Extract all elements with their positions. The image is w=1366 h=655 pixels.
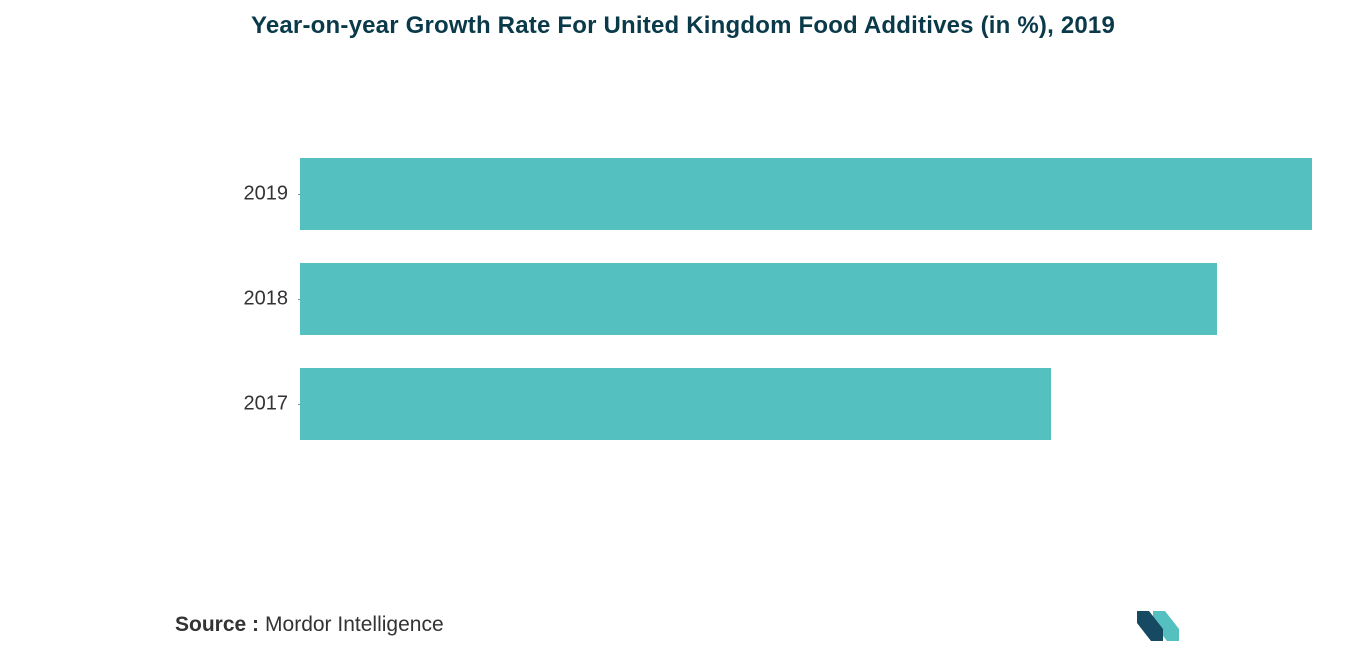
source-label: Source : bbox=[175, 613, 259, 637]
source-footer: Source : Mordor Intelligence bbox=[175, 613, 444, 637]
plot-area bbox=[300, 90, 1312, 510]
bar-row-2019 bbox=[300, 158, 1312, 230]
ytick-2018: 2018 bbox=[228, 288, 288, 311]
bar-2018 bbox=[300, 263, 1217, 335]
bar-row-2017 bbox=[300, 368, 1312, 440]
mordor-logo-icon bbox=[1131, 607, 1191, 643]
bar-row-2018 bbox=[300, 263, 1312, 335]
source-value: Mordor Intelligence bbox=[265, 613, 444, 637]
chart-title: Year-on-year Growth Rate For United King… bbox=[0, 12, 1366, 40]
bar-2017 bbox=[300, 368, 1051, 440]
brand-logo bbox=[1131, 607, 1191, 643]
ytick-2017: 2017 bbox=[228, 393, 288, 416]
ytick-2019: 2019 bbox=[228, 183, 288, 206]
bar-2019 bbox=[300, 158, 1312, 230]
chart-container: Year-on-year Growth Rate For United King… bbox=[0, 0, 1366, 655]
